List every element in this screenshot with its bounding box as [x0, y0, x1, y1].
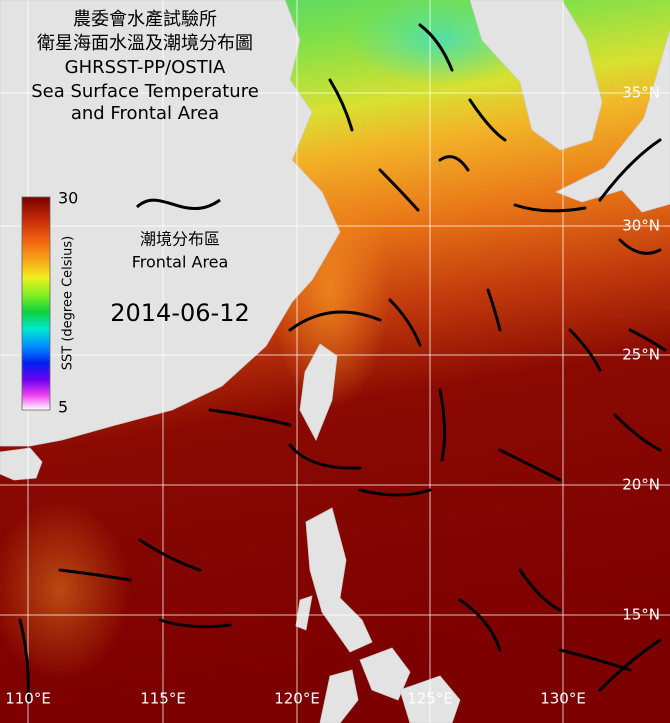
frontal-lines: [18, 23, 667, 702]
lon-label: 130°E: [540, 690, 586, 708]
title: 衛星海面水溫及潮境分布圖: [37, 33, 253, 54]
title: 農委會水產試驗所: [73, 9, 217, 30]
date: 2014-06-12: [110, 299, 249, 327]
title: Sea Surface Temperature: [31, 81, 259, 102]
lon-label: 110°E: [5, 690, 51, 708]
colorbar-min: 5: [58, 398, 68, 417]
title: GHRSST-PP/OSTIA: [65, 57, 226, 78]
lat-label: 25°N: [622, 346, 660, 364]
title-block: 農委會水產試驗所 衛星海面水溫及潮境分布圖 GHRSST-PP/OSTIA Se…: [31, 9, 259, 124]
colorbar-label: SST (degree Celsius): [61, 236, 76, 371]
lon-label: 125°E: [407, 690, 453, 708]
warm-water: [0, 500, 130, 680]
lat-label: 20°N: [622, 476, 660, 494]
colorbar-scale: [21, 196, 51, 411]
lat-label: 35°N: [622, 84, 660, 102]
legend-symbol: [135, 198, 221, 211]
title: and Frontal Area: [71, 103, 219, 124]
colorbar-max: 30: [58, 189, 78, 208]
lat-label: 15°N: [622, 606, 660, 624]
colorbar: 30 5 SST (degree Celsius): [21, 189, 78, 417]
legend-label: 潮境分布區: [140, 230, 220, 249]
lon-label: 115°E: [140, 690, 186, 708]
lon-label: 120°E: [274, 690, 320, 708]
legend: 潮境分布區 Frontal Area: [132, 198, 229, 272]
legend-label: Frontal Area: [132, 253, 229, 272]
lat-label: 30°N: [622, 217, 660, 235]
geo-labels: 35°N 30°N 25°N 20°N 15°N 110°E 115°E 120°E 125°E…: [5, 84, 660, 708]
